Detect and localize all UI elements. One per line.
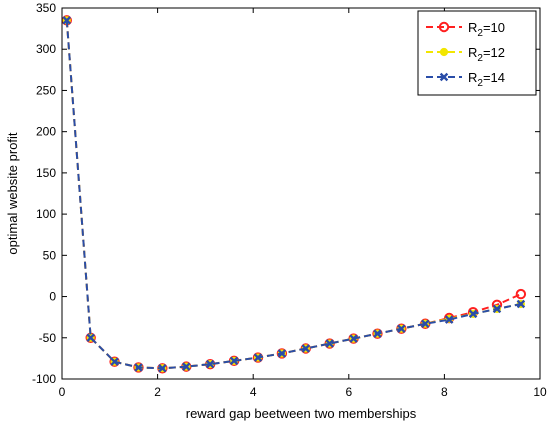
- data-point: [276, 348, 288, 359]
- legend-label-suffix: =10: [483, 20, 505, 35]
- data-point: [301, 344, 311, 353]
- y-tick-label: 50: [43, 248, 57, 262]
- data-point: [349, 334, 358, 343]
- data-point: [444, 315, 454, 324]
- data-point: [421, 319, 430, 329]
- legend-marker: [439, 47, 449, 57]
- series-line: [65, 20, 522, 370]
- y-tick-label: 300: [36, 42, 56, 56]
- y-tick-label: 250: [36, 83, 56, 97]
- y-tick-label: -50: [39, 331, 57, 345]
- series-layer: [61, 15, 527, 374]
- legend-label-subscript: 2: [477, 53, 483, 64]
- data-point: [182, 362, 191, 371]
- series-2: [62, 16, 526, 373]
- x-tick-label: 10: [533, 385, 547, 399]
- legend-label: R2=14: [468, 70, 505, 89]
- legend-marker: [439, 72, 449, 82]
- legend-label-suffix: =14: [483, 70, 505, 85]
- data-point: [158, 364, 167, 373]
- legend-label-subscript: 2: [477, 78, 483, 89]
- data-point: [62, 16, 72, 25]
- legend-label-prefix: R: [468, 20, 477, 35]
- data-point: [86, 333, 95, 343]
- data-point: [516, 299, 526, 309]
- data-point: [468, 309, 478, 319]
- legend-entry: R2=10: [426, 20, 505, 39]
- y-tick-label: 150: [36, 166, 56, 180]
- y-tick-label: 100: [36, 207, 56, 221]
- data-point: [492, 304, 502, 314]
- data-point: [253, 353, 263, 362]
- x-axis-label: reward gap beetween two memberships: [186, 406, 417, 421]
- data-point: [373, 329, 382, 338]
- data-point: [277, 349, 287, 358]
- x-tick-label: 4: [250, 385, 257, 399]
- legend-label: R2=12: [468, 45, 505, 64]
- data-point: [397, 324, 406, 333]
- legend-entry: R2=12: [426, 45, 505, 64]
- y-axis-label: optimal website profit: [5, 132, 20, 254]
- data-point: [110, 357, 119, 366]
- legend-label-suffix: =12: [483, 45, 505, 60]
- y-tick-label: 350: [36, 1, 56, 15]
- data-point: [229, 356, 239, 366]
- plot-frame: [61, 7, 541, 380]
- x-tick-label: 2: [154, 385, 161, 399]
- y-tick-label: -100: [32, 372, 56, 386]
- data-point: [515, 288, 527, 300]
- data-point: [205, 359, 215, 369]
- ticks-layer: 0 2 4 6 8 10 -100 -50 0 50 100 150 200 250 300 350: [32, 1, 547, 399]
- legend-marker: [438, 21, 450, 33]
- legend-label-prefix: R: [468, 45, 477, 60]
- x-tick-label: 8: [441, 385, 448, 399]
- legend-entry: R2=14: [426, 70, 505, 89]
- data-point: [325, 339, 334, 348]
- legend-label-prefix: R: [468, 70, 477, 85]
- y-tick-label: 200: [36, 125, 56, 139]
- legend-label-subscript: 2: [477, 28, 483, 39]
- legend-label: R2=10: [468, 20, 505, 39]
- data-point: [134, 363, 143, 372]
- x-tick-label: 0: [59, 385, 66, 399]
- x-tick-label: 6: [345, 385, 352, 399]
- y-tick-label: 0: [49, 290, 56, 304]
